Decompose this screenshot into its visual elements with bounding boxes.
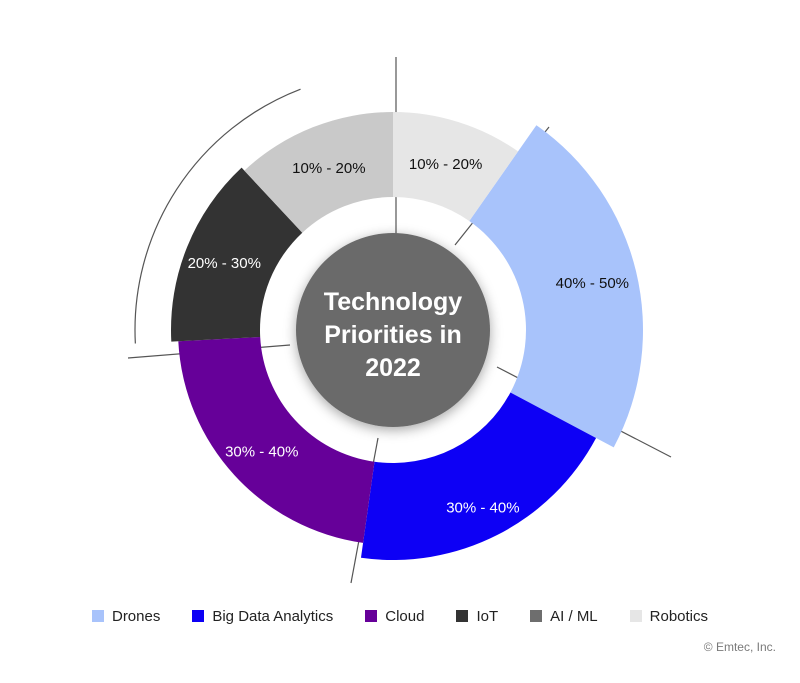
- segment-label-robotics: 10% - 20%: [409, 156, 482, 173]
- segment-label-cloud: 30% - 40%: [225, 443, 298, 460]
- segment-labels-group: 40% - 50% 30% - 40% 30% - 40% 20% - 30% 10% …: [188, 156, 629, 516]
- legend-item-big-data-analytics: Big Data Analytics: [192, 608, 333, 625]
- legend-item-ai-ml: AI / ML: [530, 608, 598, 625]
- legend-label-ai-ml: AI / ML: [550, 607, 598, 625]
- legend-swatch-robotics: [629, 610, 642, 622]
- legend: Drones Big Data Analytics Cloud IoT AI /…: [0, 604, 800, 628]
- legend-label-big-data-analytics: Big Data Analytics: [212, 607, 334, 625]
- segments-group: [171, 112, 643, 560]
- legend-swatch-drones: [91, 610, 104, 622]
- center-circle: [296, 233, 490, 427]
- legend-item-drones: Drones: [91, 607, 161, 625]
- copyright-text: © Emtec, Inc.: [703, 640, 776, 654]
- segment-label-iot: 20% - 30%: [188, 255, 261, 272]
- segment-label-big-data-analytics: 30% - 40%: [446, 499, 519, 516]
- legend-label-drones: Drones: [111, 607, 161, 625]
- legend-swatch-cloud: [365, 610, 378, 622]
- legend-item-robotics: Robotics: [629, 607, 709, 625]
- segment-label-ai-ml: 10% - 20%: [292, 160, 365, 177]
- segment-big-data-analytics: [360, 392, 597, 560]
- legend-label-robotics: Robotics: [649, 607, 709, 625]
- center-title-line-2: Priorities in: [324, 321, 462, 349]
- center-title-line-3: 2022: [365, 354, 421, 382]
- segment-iot: [171, 167, 303, 342]
- center-title-line-1: Technology: [324, 288, 463, 316]
- legend-swatch-big-data-analytics: [192, 610, 205, 622]
- donut-chart: 40% - 50% 30% - 40% 30% - 40% 20% - 30% 10% …: [127, 57, 672, 584]
- legend-label-iot: IoT: [476, 607, 499, 625]
- legend-item-iot: IoT: [456, 608, 498, 625]
- legend-item-cloud: Cloud: [365, 608, 424, 625]
- legend-label-cloud: Cloud: [385, 607, 425, 625]
- segment-robotics: [393, 112, 519, 222]
- segment-ai-ml: [244, 112, 393, 233]
- legend-swatch-ai-ml: [530, 610, 543, 622]
- legend-swatch-iot: [456, 610, 469, 622]
- guide-arc-outer: [134, 88, 301, 344]
- segment-label-drones: 40% - 50%: [556, 275, 629, 292]
- segment-drones: [469, 125, 643, 448]
- segment-cloud: [178, 336, 375, 543]
